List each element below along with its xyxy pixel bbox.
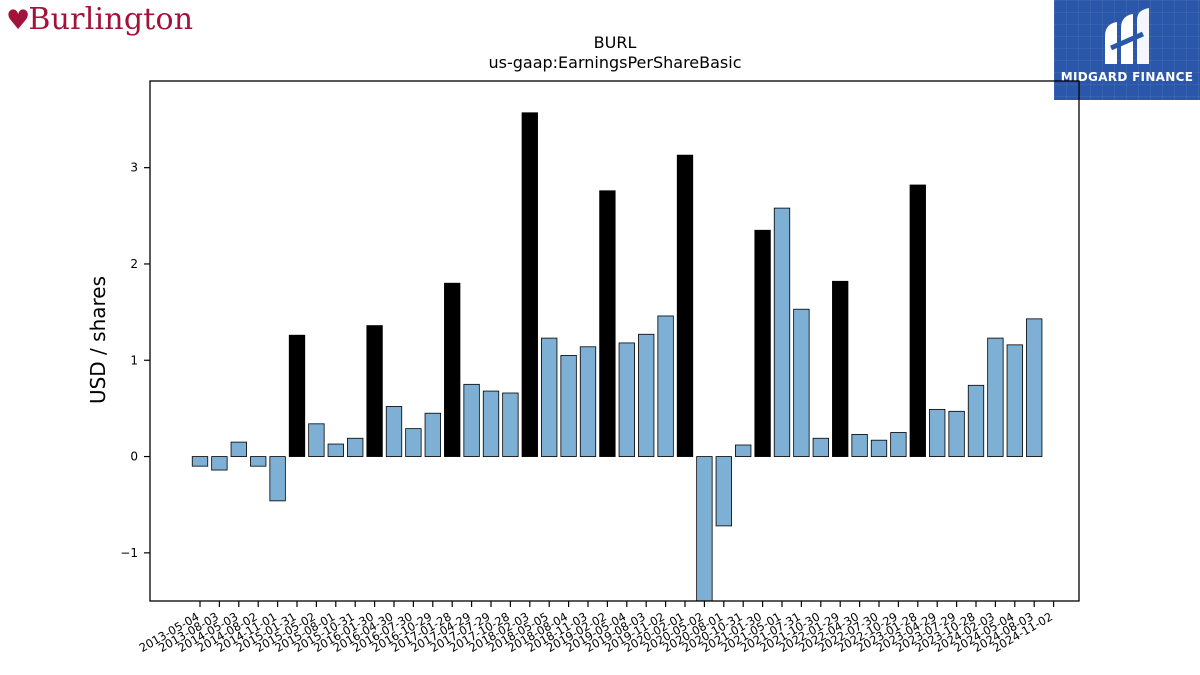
bar-2016-10-29 xyxy=(424,412,441,457)
bar-2022-04-30 xyxy=(851,434,868,457)
bar-2017-01-28 xyxy=(444,282,461,457)
chart-subtitle: us-gaap:EarningsPerShareBasic xyxy=(488,53,741,72)
burlington-logo: ♥Burlington xyxy=(6,2,193,37)
bar-2020-02-01 xyxy=(676,154,694,457)
y-tick-label: 1 xyxy=(130,353,138,367)
bar-2019-02-02 xyxy=(599,190,616,457)
y-axis: −1 0 1 2 3 xyxy=(120,161,150,560)
y-tick-label: 2 xyxy=(130,257,138,271)
bar-2022-10-29 xyxy=(890,432,907,457)
y-axis-label: USD / shares xyxy=(86,276,110,404)
bar-2024-02-03 xyxy=(987,337,1004,457)
bar-2019-05-04 xyxy=(618,342,635,457)
bar-2013-05-04 xyxy=(191,456,209,467)
bar-2023-10-28 xyxy=(967,384,985,457)
bar-2022-01-29 xyxy=(832,280,849,457)
bar-2024-08-03 xyxy=(1026,318,1043,457)
heart-icon: ♥ xyxy=(6,5,31,36)
midgard-finance-logo: MIDGARD FINANCE xyxy=(1054,0,1200,100)
burlington-logo-text: Burlington xyxy=(28,2,194,37)
midgard-emblem-icon xyxy=(1105,8,1149,64)
bar-2016-07-30 xyxy=(405,428,422,457)
y-tick-label: 0 xyxy=(130,450,138,464)
bar-2022-07-30 xyxy=(870,439,888,457)
bar-2019-08-03 xyxy=(638,333,655,457)
bar-2020-10-31 xyxy=(735,444,752,457)
bar-2015-05-02 xyxy=(308,423,325,457)
bar-2023-07-29 xyxy=(948,410,965,457)
chart-title: BURL xyxy=(594,33,637,52)
x-axis: 2013-05-042013-08-032014-05-032014-08-02… xyxy=(137,601,1055,655)
bar-2023-04-29 xyxy=(929,408,946,457)
bar-2017-07-29 xyxy=(482,390,500,457)
bar-2016-04-30 xyxy=(385,406,403,457)
bar-2017-10-28 xyxy=(502,392,519,457)
y-tick-label: 3 xyxy=(130,161,138,175)
y-tick-label: −1 xyxy=(120,546,138,560)
bar-2018-05-05 xyxy=(541,337,558,457)
bar-2015-01-31 xyxy=(288,334,306,457)
bar-2023-01-28 xyxy=(909,184,926,457)
bar-2019-11-02 xyxy=(657,315,674,457)
bar-2014-08-02 xyxy=(250,456,267,467)
bar-2015-08-01 xyxy=(327,443,344,457)
bar-2018-08-04 xyxy=(560,355,577,457)
bar-2016-01-30 xyxy=(366,325,383,457)
bar-2018-02-03 xyxy=(521,112,538,457)
bar-2014-11-01 xyxy=(269,456,286,502)
bar-series xyxy=(191,112,1043,602)
bar-2021-07-31 xyxy=(793,308,810,457)
bar-2021-01-30 xyxy=(754,229,771,457)
plot-frame xyxy=(149,80,1080,602)
bar-2021-10-30 xyxy=(812,437,829,457)
midgard-finance-name: MIDGARD FINANCE xyxy=(1060,70,1194,84)
bar-2014-05-03 xyxy=(230,441,247,457)
bar-2020-05-02 xyxy=(696,456,713,602)
bar-2015-10-31 xyxy=(347,437,364,457)
bar-2017-04-29 xyxy=(463,383,480,457)
bar-2013-08-03 xyxy=(211,456,228,471)
bar-2020-08-01 xyxy=(715,456,732,527)
bar-2021-05-01 xyxy=(773,207,791,457)
bar-2018-11-03 xyxy=(579,346,597,457)
bar-2024-05-04 xyxy=(1006,344,1023,457)
